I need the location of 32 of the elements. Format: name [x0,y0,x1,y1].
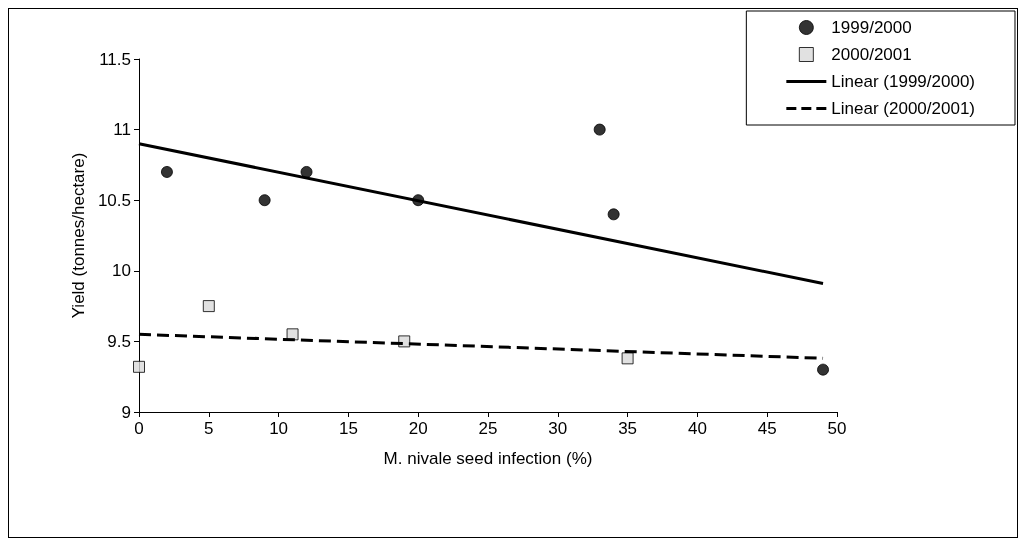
legend-label: Linear (1999/2000) [831,72,976,91]
y-tick-label: 9.5 [107,331,131,351]
x-tick-label: 15 [338,419,358,438]
y-tick-label: 11.5 [99,49,131,69]
point [258,194,271,207]
point [133,360,145,373]
x-tick-label: 35 [618,419,638,438]
x-tick-label: 45 [757,419,777,438]
x-tick-label: 50 [827,419,847,438]
x-tick-label: 20 [408,419,428,438]
legend-label: 1999/2000 [831,18,912,37]
point [300,165,313,178]
x-tick-label: 0 [134,419,144,438]
y-tick-label: 10 [112,261,131,281]
legend-label: 2000/2001 [831,45,912,64]
y-axis-title: Yield (tonnes/hectare) [69,152,89,319]
y-tick-label: 10.5 [97,190,131,210]
point [202,300,215,313]
point [817,363,830,376]
point [621,352,634,365]
point [607,208,620,221]
x-tick-label: 30 [548,419,568,438]
point [160,165,173,178]
x-axis-title: M. nivale seed infection (%) [383,449,593,468]
legend-label: Linear (2000/2001) [831,99,976,118]
y-tick-label: 11 [113,120,131,140]
y-tick-label: 9 [121,402,131,422]
x-tick-label: 25 [478,419,498,438]
x-tick-label: 10 [269,419,289,438]
x-tick-label: 40 [687,419,707,438]
x-tick-label: 5 [204,419,214,438]
point [593,123,606,136]
